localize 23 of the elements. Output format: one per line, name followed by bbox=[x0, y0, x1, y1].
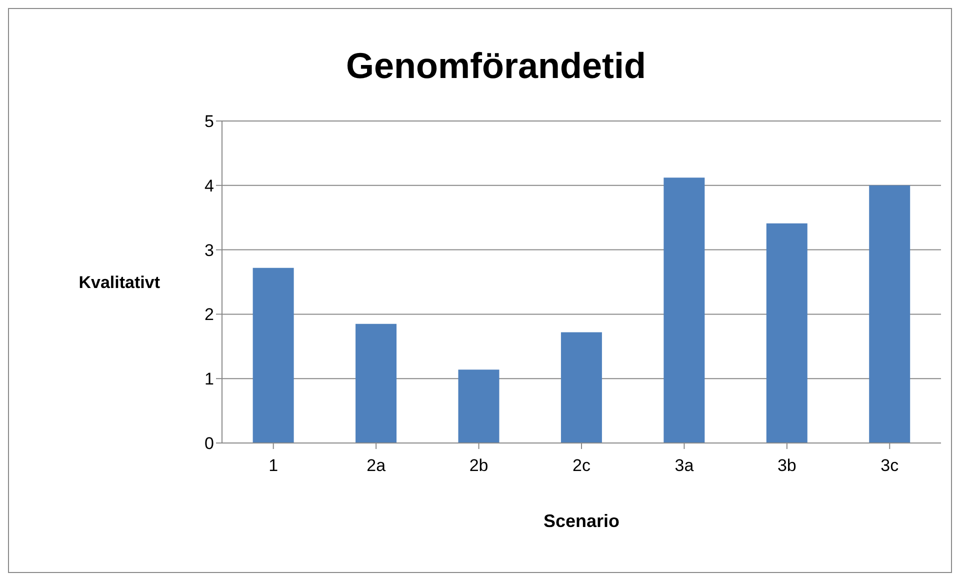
y-axis-title: Kvalitativt bbox=[78, 273, 160, 292]
chart-title: Genomförandetid bbox=[344, 45, 647, 87]
x-tick-label: 2a bbox=[366, 456, 386, 476]
y-tick-label: 4 bbox=[204, 176, 214, 196]
bar bbox=[252, 268, 294, 443]
bar bbox=[356, 324, 397, 443]
bar bbox=[869, 185, 910, 443]
bar bbox=[560, 332, 602, 443]
y-tick-label: 2 bbox=[204, 305, 214, 324]
x-tick-label: 3c bbox=[880, 456, 900, 476]
bar bbox=[664, 178, 705, 443]
y-tick-label: 1 bbox=[204, 370, 214, 389]
bar bbox=[766, 223, 808, 443]
x-tick-label: 3a bbox=[674, 456, 694, 476]
y-tick-label: 5 bbox=[204, 112, 214, 132]
y-tick-label: 0 bbox=[204, 434, 214, 454]
x-axis-title: Scenario bbox=[543, 511, 620, 531]
bar bbox=[458, 370, 500, 443]
x-tick-label: 1 bbox=[268, 456, 278, 476]
x-tick-label: 3b bbox=[777, 456, 796, 476]
y-tick-label: 3 bbox=[204, 240, 214, 260]
x-tick-label: 2c bbox=[572, 456, 591, 476]
x-tick-label: 2b bbox=[469, 456, 488, 476]
